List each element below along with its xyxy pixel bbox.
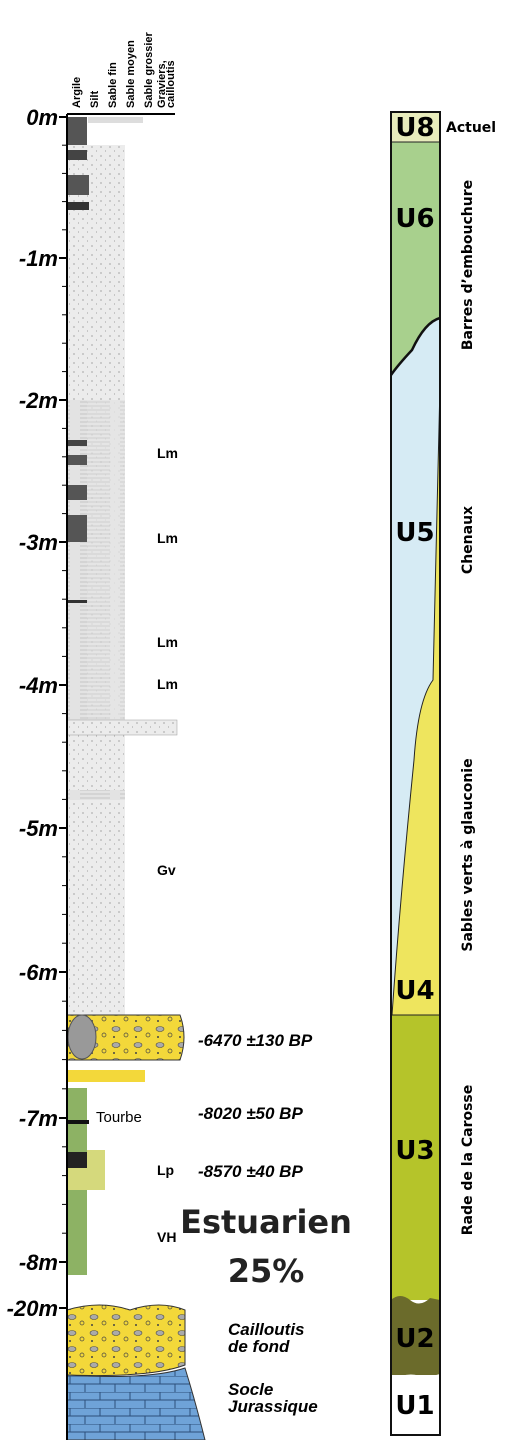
unit-code: U3 <box>395 1136 434 1166</box>
depth-label: -3m <box>19 530 58 555</box>
units-column <box>391 112 440 1435</box>
facies-label: Lm <box>157 676 178 692</box>
depth-label: 0m <box>26 105 58 130</box>
date: -6470 ±130 BP <box>198 1031 313 1050</box>
grain-header: Sable moyen <box>125 40 137 108</box>
facies-label: Gv <box>157 862 176 878</box>
facies-label: Lp <box>157 1162 174 1178</box>
depth-label: -20m <box>7 1296 58 1321</box>
basal-label: de fond <box>228 1337 290 1356</box>
facies: Lm Lm Lm Lm Gv Tourbe Lp VH -6470 ±130 B… <box>96 445 352 1416</box>
unit-name: Sables verts à glauconie <box>460 758 476 951</box>
lithology <box>67 117 205 1440</box>
depth-label: -5m <box>19 816 58 841</box>
unit-code: U5 <box>395 518 434 548</box>
unit-code: U6 <box>395 204 434 234</box>
grain-headers: Argile Silt Sable fin Sable moyen Sable gros… <box>71 31 177 108</box>
overlay-label: 25% <box>228 1252 305 1290</box>
unit-name: Actuel <box>446 120 496 136</box>
grain-header: Sable grossier <box>143 31 155 108</box>
unit-code: U8 <box>395 113 434 143</box>
grain-header: Silt <box>89 91 101 108</box>
date: -8020 ±50 BP <box>198 1104 303 1123</box>
facies-label: Tourbe <box>96 1109 142 1126</box>
depth-label: -6m <box>19 960 58 985</box>
depth-label: -4m <box>19 673 58 698</box>
depth-label: -7m <box>19 1106 58 1131</box>
depth-label: -2m <box>19 388 58 413</box>
facies-label: Lm <box>157 530 178 546</box>
unit-name: Rade de la Carosse <box>460 1085 476 1236</box>
grain-header: Sable fin <box>107 62 119 108</box>
unit-code: U1 <box>395 1391 434 1421</box>
grain-header: Argile <box>71 77 83 108</box>
grain-header: cailloutis <box>165 60 177 108</box>
unit-name: Barres d’embouchure <box>460 180 476 350</box>
unit-code: U4 <box>395 976 434 1006</box>
depth-scale: 0m -1m -2m -3m -4m -5m -6m -7m -8m -20m <box>7 105 67 1321</box>
unit-name: Chenaux <box>460 506 476 574</box>
depth-label: -1m <box>19 246 58 271</box>
basal-label: Jurassique <box>228 1397 318 1416</box>
unit-code: U2 <box>395 1324 434 1354</box>
overlay-label: Estuarien <box>180 1203 352 1241</box>
facies-label: Lm <box>157 445 178 461</box>
depth-label: -8m <box>19 1250 58 1275</box>
facies-label: VH <box>157 1229 176 1245</box>
stratigraphic-log: Argile Silt Sable fin Sable moyen Sable gros… <box>0 0 510 1440</box>
date: -8570 ±40 BP <box>198 1162 303 1181</box>
facies-label: Lm <box>157 634 178 650</box>
